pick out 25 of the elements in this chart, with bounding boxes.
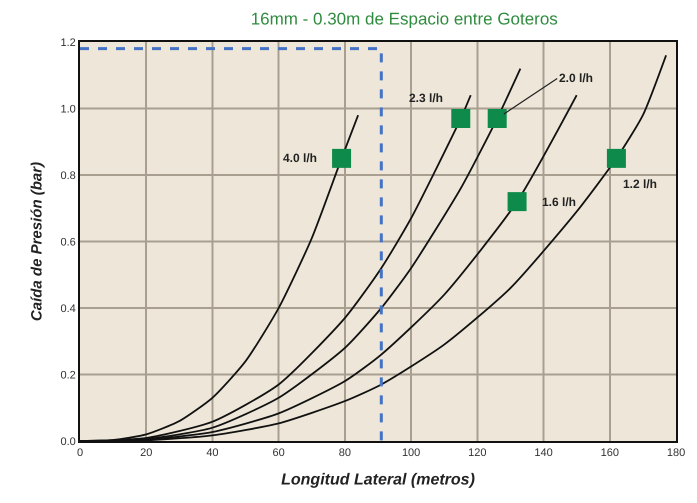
y-axis-title: Caída de Presión (bar) — [28, 162, 46, 322]
chart-title: 16mm - 0.30m de Espacio entre Goteros — [250, 9, 558, 28]
y-tick-label: 0.8 — [60, 170, 76, 182]
x-tick-label: 140 — [534, 447, 553, 460]
x-tick-label: 180 — [666, 447, 686, 460]
annotation: 1.6 l/h — [542, 195, 576, 209]
x-axis-title: Longitud Lateral (metros) — [281, 471, 475, 488]
x-tick-label: 80 — [338, 447, 352, 460]
y-tick-label: 1.0 — [60, 103, 76, 116]
x-tick-label: 40 — [206, 447, 219, 460]
x-tick-label: 120 — [468, 447, 487, 460]
x-tick-label: 100 — [402, 447, 420, 460]
x-tick-label: 0 — [76, 447, 84, 460]
annotation: 4.0 l/h — [283, 151, 318, 165]
annotation: 2.3 l/h — [409, 91, 444, 105]
x-tick-label: 160 — [600, 447, 619, 460]
x-tick-label: 20 — [140, 447, 152, 460]
annotation: 1.2 l/h — [623, 177, 658, 191]
x-tick-label: 60 — [272, 447, 285, 460]
y-tick-label: 0.0 — [60, 436, 76, 448]
y-tick-label: 0.6 — [60, 236, 76, 248]
y-tick-label: 0.2 — [60, 369, 76, 382]
annotation: 2.0 l/h — [559, 71, 594, 85]
y-tick-label: 1.2 — [60, 36, 76, 49]
y-tick-label: 0.4 — [60, 302, 76, 315]
